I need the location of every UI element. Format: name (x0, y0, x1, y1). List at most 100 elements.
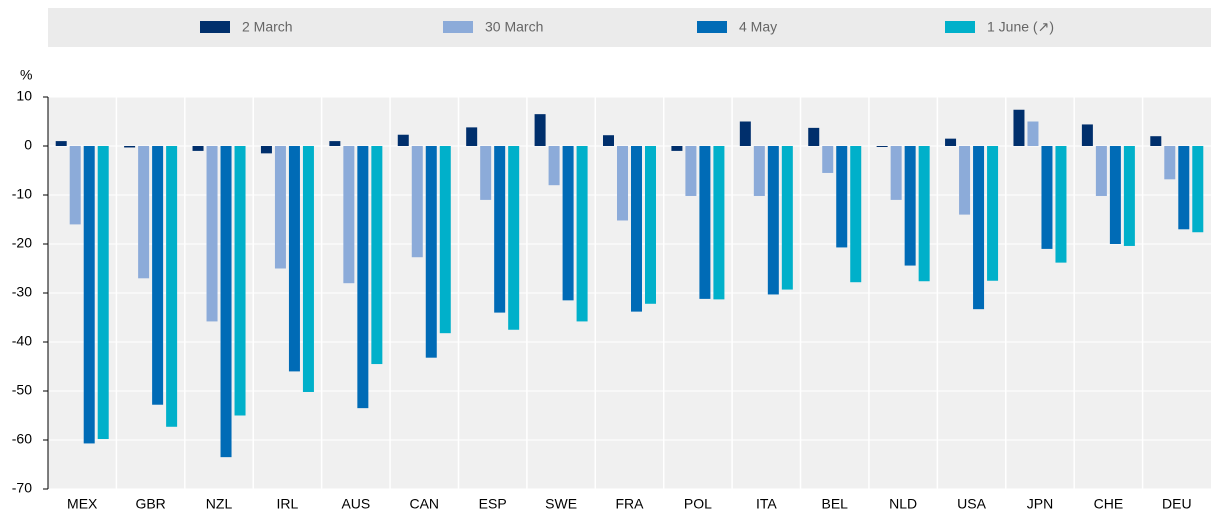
legend-swatch (200, 21, 230, 33)
bar (425, 146, 437, 358)
bar (288, 146, 300, 372)
bar (466, 127, 478, 146)
bar (603, 135, 614, 146)
bar (822, 146, 834, 173)
legend-label: 4 May (739, 19, 777, 35)
y-tick-label: -70 (12, 480, 32, 496)
x-tick-label: BEL (822, 496, 849, 512)
x-tick-label: NZL (206, 496, 233, 512)
bar (836, 146, 848, 248)
legend-label: 30 March (485, 19, 543, 35)
legend-swatch (945, 21, 975, 33)
bar (1164, 146, 1176, 180)
bar (124, 146, 136, 148)
bar (617, 146, 628, 221)
bar (260, 146, 272, 154)
legend-label: 1 June (↗) (987, 19, 1054, 35)
bar (767, 146, 779, 295)
bar (494, 146, 506, 313)
x-tick-label: MEX (67, 496, 98, 512)
bar (69, 146, 81, 225)
bar (234, 146, 246, 416)
x-tick-label: FRA (616, 496, 645, 512)
bar (959, 146, 971, 215)
y-tick-label: -60 (12, 431, 32, 447)
bar (1095, 146, 1107, 196)
legend-background (48, 8, 1211, 47)
bar (713, 146, 725, 300)
bar (1109, 146, 1121, 244)
y-tick-label: 0 (24, 137, 32, 153)
bar (83, 146, 95, 444)
bar (1027, 121, 1039, 146)
bar (206, 146, 218, 322)
legend-swatch (443, 21, 473, 33)
y-tick-label: -30 (12, 284, 32, 300)
bar (411, 146, 423, 258)
bar (166, 146, 178, 427)
x-tick-label: SWE (545, 496, 577, 512)
bar (274, 146, 286, 269)
y-tick-label: -50 (12, 382, 32, 398)
bar (371, 146, 383, 365)
bar (808, 127, 820, 146)
bar (548, 146, 560, 186)
bar (1013, 109, 1025, 146)
bar (987, 146, 999, 281)
bar (890, 146, 902, 200)
bar (685, 146, 697, 196)
bar (439, 146, 451, 334)
bar (220, 146, 232, 458)
y-tick-label: 10 (16, 88, 32, 104)
bar (631, 146, 642, 312)
bar (645, 146, 656, 304)
legend-label: 2 March (242, 19, 293, 35)
bar (1150, 136, 1162, 146)
x-tick-label: GBR (135, 496, 165, 512)
bar (508, 146, 520, 330)
x-tick-label: ESP (479, 496, 507, 512)
bar (850, 146, 862, 283)
bar (55, 141, 67, 146)
bar (671, 146, 683, 151)
x-tick-label: DEU (1162, 496, 1192, 512)
x-tick-label: POL (684, 496, 712, 512)
bar (357, 146, 369, 409)
y-tick-label: -10 (12, 186, 32, 202)
bar (397, 134, 409, 146)
bar (192, 146, 204, 151)
y-tick-label: -20 (12, 235, 32, 251)
bar (302, 146, 314, 392)
bar (152, 146, 164, 405)
x-tick-label: CHE (1094, 496, 1124, 512)
bar (739, 121, 751, 146)
x-tick-label: ITA (756, 496, 777, 512)
bar (1192, 146, 1204, 233)
x-tick-label: AUS (341, 496, 370, 512)
bar (1055, 146, 1067, 263)
bar (876, 146, 888, 147)
bar (576, 146, 588, 322)
bar (918, 146, 930, 282)
bar (343, 146, 355, 284)
x-tick-label: USA (957, 496, 986, 512)
bar (97, 146, 109, 440)
bar (1178, 146, 1190, 230)
bar (534, 114, 546, 146)
bar (945, 138, 957, 146)
bar (1041, 146, 1053, 249)
bar (973, 146, 985, 310)
bar (1081, 124, 1093, 146)
bar (562, 146, 574, 301)
bar (1123, 146, 1135, 246)
bar (699, 146, 711, 299)
x-tick-label: JPN (1027, 496, 1053, 512)
bar (753, 146, 765, 196)
x-tick-label: NLD (889, 496, 917, 512)
bar (138, 146, 150, 279)
y-axis-label: % (20, 67, 32, 83)
x-tick-label: IRL (277, 496, 299, 512)
bar (329, 141, 341, 146)
y-tick-label: -40 (12, 333, 32, 349)
